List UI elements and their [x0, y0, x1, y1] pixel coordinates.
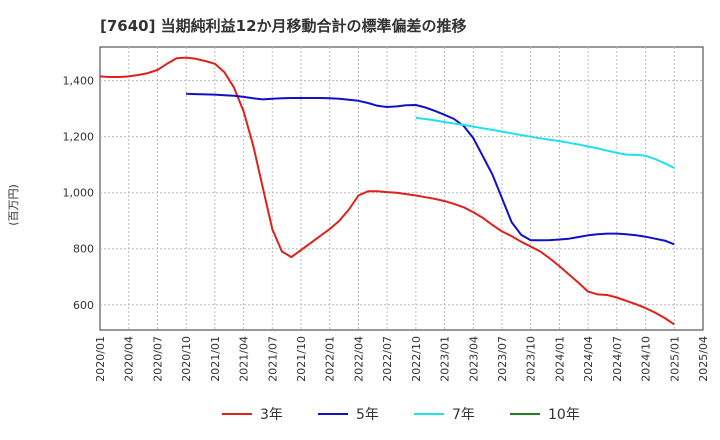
x-tick-label: 2024/01	[553, 336, 566, 382]
chart-title: [7640] 当期純利益12か月移動合計の標準偏差の推移	[100, 17, 467, 35]
x-tick-label: 2020/01	[94, 336, 107, 382]
x-tick-label: 2022/07	[381, 336, 394, 382]
legend-label: 5年	[356, 407, 379, 423]
x-tick-label: 2022/04	[352, 336, 365, 382]
y-axis-label: (百万円)	[7, 184, 20, 226]
x-tick-label: 2023/01	[439, 336, 452, 382]
x-tick-label: 2020/04	[123, 336, 136, 382]
x-tick-label: 2024/07	[611, 336, 624, 382]
plot-area	[99, 46, 704, 331]
y-axis-ticks: 600 800 1,000 1,200 1,400	[63, 75, 95, 312]
x-tick-label: 2025/01	[668, 336, 681, 382]
legend-label: 3年	[260, 407, 283, 423]
legend-label: 7年	[452, 407, 475, 423]
x-tick-label: 2021/07	[266, 336, 279, 382]
x-tick-label: 2023/10	[525, 336, 538, 382]
y-tick-label: 1,400	[63, 75, 95, 88]
legend: 3年 5年 7年 10年	[222, 407, 580, 423]
vertical-gridlines	[128, 47, 675, 330]
x-tick-label: 2022/01	[324, 336, 337, 382]
legend-label: 10年	[548, 407, 580, 423]
x-tick-label: 2023/07	[496, 336, 509, 382]
x-tick-label: 2021/10	[295, 336, 308, 382]
series-line	[415, 116, 675, 169]
x-tick-label: 2021/04	[238, 336, 251, 382]
x-tick-label: 2024/10	[640, 336, 653, 382]
x-tick-label: 2025/04	[697, 336, 710, 382]
x-tick-label: 2024/04	[582, 336, 595, 382]
x-tick-label: 2020/07	[151, 336, 164, 382]
x-axis-ticks: 2020/01 2020/04 2020/07 2020/10 2021/01 2021/…	[94, 336, 710, 382]
x-tick-label: 2021/01	[209, 336, 222, 382]
x-tick-label: 2022/10	[410, 336, 423, 382]
series-line	[186, 92, 675, 246]
y-tick-label: 600	[73, 299, 94, 312]
x-tick-label: 2023/04	[467, 336, 480, 382]
series-line	[99, 56, 675, 326]
y-tick-label: 800	[73, 243, 94, 256]
series-layer	[99, 56, 675, 326]
x-tick-label: 2020/10	[180, 336, 193, 382]
y-tick-label: 1,200	[63, 131, 95, 144]
y-tick-label: 1,000	[63, 187, 95, 200]
